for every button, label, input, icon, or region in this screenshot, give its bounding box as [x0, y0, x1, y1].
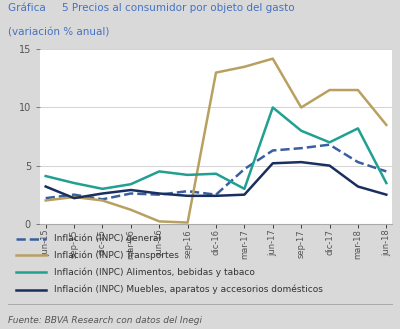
Text: Inflación (INPC) Transportes: Inflación (INPC) Transportes	[54, 250, 179, 260]
Text: (variación % anual): (variación % anual)	[8, 28, 109, 38]
Text: Fuente: BBVA Research con datos del Inegi: Fuente: BBVA Research con datos del Ineg…	[8, 316, 202, 325]
Text: Inflación (INPC) general: Inflación (INPC) general	[54, 234, 161, 243]
Text: Inflación (INPC) Alimentos, bebidas y tabaco: Inflación (INPC) Alimentos, bebidas y ta…	[54, 267, 255, 276]
Text: Gráfica     5 Precios al consumidor por objeto del gasto: Gráfica 5 Precios al consumidor por obje…	[8, 2, 295, 13]
Text: Inflación (INPC) Muebles, aparatos y accesorios domésticos: Inflación (INPC) Muebles, aparatos y acc…	[54, 285, 323, 294]
